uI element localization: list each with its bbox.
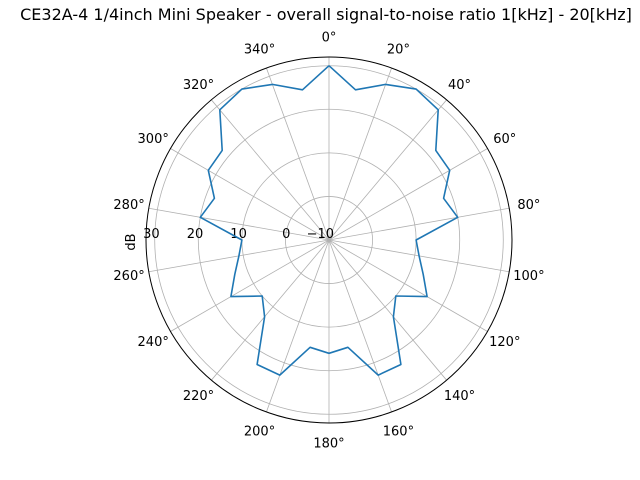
angle-tick-label: 20° xyxy=(387,43,410,58)
radial-tick-label: −10 xyxy=(307,227,334,242)
angle-tick-label: 300° xyxy=(138,132,169,147)
angular-gridline xyxy=(328,239,488,332)
angle-tick-label: 320° xyxy=(183,78,214,93)
series-line xyxy=(199,65,459,376)
angle-tick-labels: 0° 20° 40° 60° 80° 100° 120° 140° 160° 180° 200° 22… xyxy=(113,31,544,452)
radial-tick-label: 10 xyxy=(230,227,247,242)
series-layer xyxy=(199,65,459,376)
angle-tick-label: 140° xyxy=(444,389,475,404)
chart-title: CE32A-4 1/4inch Mini Speaker - overall s… xyxy=(20,5,632,24)
angle-tick-label: 200° xyxy=(244,424,275,439)
angle-tick-label: 220° xyxy=(183,389,214,404)
angular-gridline xyxy=(328,148,488,241)
angle-tick-label: 120° xyxy=(489,335,520,350)
angular-gridline xyxy=(170,148,330,241)
angular-gridline xyxy=(328,99,447,241)
angle-tick-label: 260° xyxy=(113,269,144,284)
angular-gridline xyxy=(170,239,330,332)
radial-gridline xyxy=(197,108,461,372)
angle-tick-label: 240° xyxy=(138,335,169,350)
angular-gridline xyxy=(328,67,392,241)
radial-tick-labels: −10 0 10 20 30 xyxy=(143,227,334,242)
angular-gridline xyxy=(328,239,392,413)
angle-tick-label: 100° xyxy=(513,269,544,284)
y-axis-label: dB xyxy=(124,233,139,250)
angular-gridline xyxy=(266,239,330,413)
angle-tick-label: 40° xyxy=(448,78,471,93)
radial-tick-label: 20 xyxy=(187,227,204,242)
angle-tick-label: 80° xyxy=(517,198,540,213)
angle-tick-label: 280° xyxy=(113,198,144,213)
angle-tick-label: 0° xyxy=(322,31,337,46)
angular-gridline xyxy=(148,207,330,241)
angular-gridline xyxy=(328,207,510,241)
angle-tick-label: 180° xyxy=(313,437,344,452)
angle-tick-label: 340° xyxy=(244,43,275,58)
angular-gridline xyxy=(211,239,330,381)
polar-frame xyxy=(145,56,513,424)
angular-gridline xyxy=(266,67,330,241)
angular-gridline xyxy=(211,99,330,241)
radial-tick-label: 0 xyxy=(282,227,290,242)
angle-tick-label: 60° xyxy=(493,132,516,147)
angular-gridline xyxy=(328,239,447,381)
radial-gridline xyxy=(285,196,373,284)
radial-tick-label: 30 xyxy=(143,227,160,242)
angle-tick-label: 160° xyxy=(383,424,414,439)
